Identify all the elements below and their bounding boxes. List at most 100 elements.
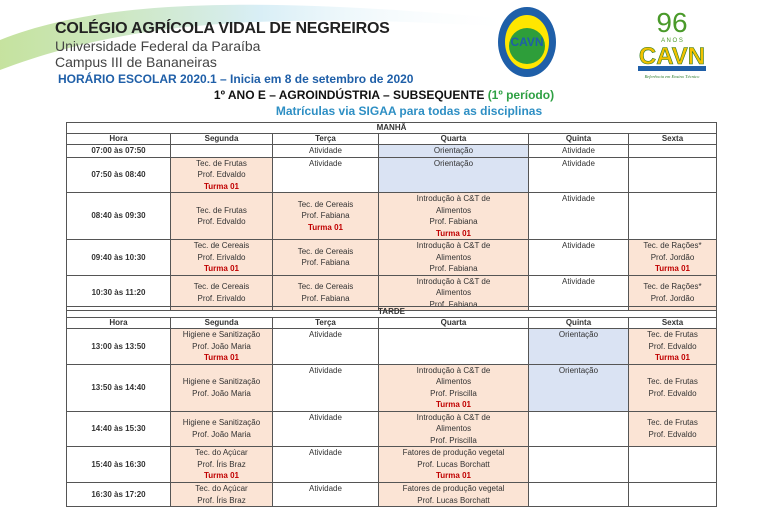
class-cell: Introdução à C&T de Alimentos Prof. Fabian… (378, 239, 529, 276)
empty-cell (628, 192, 717, 240)
cell-line: Prof. Fabiana (301, 258, 350, 268)
column-header-row: Hora Segunda Terça Quarta Quinta Sexta (66, 133, 717, 145)
subject-name: Orientação (433, 158, 474, 168)
cell-line: Prof. Erivaldo (197, 293, 246, 303)
empty-cell (170, 144, 273, 158)
empty-cell (628, 144, 717, 158)
subject-name: Higiene e Sanitização (182, 330, 261, 339)
subject-name: Tec. de Frutas (196, 158, 247, 168)
class-cell: Tec. de Frutas Prof. Edvaldo (628, 363, 717, 412)
class-cell: Atividade (272, 482, 379, 507)
subject-name: Tec. de Cereais (297, 199, 354, 209)
table-row: 13:00 às 13:50 Higiene e Sanitização Prof.… (66, 328, 717, 365)
svg-text:96: 96 (656, 7, 687, 38)
column-header: Segunda (170, 317, 273, 329)
class-cell: Atividade (528, 156, 629, 193)
section-header-row: TARDE (66, 306, 717, 318)
empty-cell (628, 156, 717, 193)
schedule-title: HORÁRIO ESCOLAR 2020.1 – Inicia em 8 de … (58, 72, 414, 86)
class-cell: Orientação (528, 328, 629, 365)
subject-name: Atividade (309, 448, 342, 457)
class-cell: Tec. de Cereais Prof. Fabiana (272, 274, 379, 311)
cell-line: Prof. Fabiana (429, 217, 478, 226)
subject-name: Atividade (309, 158, 342, 168)
empty-cell (528, 446, 629, 483)
column-header: Segunda (170, 133, 273, 145)
subject-name: Fatores de produção vegetal (402, 448, 505, 458)
time-slot: 09:40 às 10:30 (66, 239, 171, 276)
subject-name: Atividade (562, 276, 595, 286)
table-row: 13:50 às 14:40 Higiene e Sanitização Prof.… (66, 363, 717, 412)
class-cell: Atividade (272, 446, 379, 483)
class-cell: Atividade (528, 274, 629, 311)
class-cell: Atividade (272, 363, 379, 412)
turma-label: Turma 01 (436, 471, 471, 481)
time-slot: 07:00 às 07:50 (66, 144, 171, 158)
class-cell: Tec. de Frutas Prof. Edvaldo (170, 192, 273, 240)
section-header-row: MANHÃ (66, 122, 717, 134)
subject-name: Tec. de Rações* (643, 241, 702, 250)
empty-cell (528, 410, 629, 447)
empty-cell (378, 328, 529, 365)
class-cell: Introdução à C&T de Alimentos Prof. Fabian… (378, 192, 529, 240)
subject-name: Atividade (562, 194, 595, 203)
cell-line: Prof. Priscilla (430, 435, 477, 445)
class-cell: Tec. de Cereais Prof. Erivaldo (170, 274, 273, 311)
subject-name: Tec. de Frutas (647, 377, 698, 386)
cell-line: Alimentos (435, 424, 472, 433)
cell-line: Alimentos (435, 377, 472, 386)
afternoon-schedule-table: TARDE Hora Segunda Terça Quarta Quinta Sexta 13… (66, 306, 717, 507)
school-name: COLÉGIO AGRÍCOLA VIDAL DE NEGREIROS (55, 20, 390, 37)
cell-line: Prof. João Maria (192, 341, 251, 351)
subject-name: Introdução à C&T de (416, 241, 491, 250)
subject-name: Orientação (558, 330, 599, 339)
time-slot: 10:30 às 11:20 (66, 274, 171, 311)
time-slot: 07:50 às 08:40 (66, 156, 171, 193)
cell-line: Prof. Íris Braz (197, 459, 246, 469)
turma-label: Turma 01 (204, 471, 239, 481)
class-cell: Tec. de Cereais Prof. Fabiana (272, 239, 379, 276)
subject-name: Fatores de produção vegetal (402, 484, 505, 493)
class-cell: Introdução à C&T de Alimentos Prof. Prisci… (378, 363, 529, 412)
class-cell: Tec. de Cereais Prof. Fabiana Turma 01 (272, 192, 379, 240)
class-cell: Tec. de Frutas Prof. Edvaldo Turma 01 (170, 156, 273, 193)
subject-name: Atividade (309, 146, 342, 155)
column-header: Hora (66, 133, 171, 145)
cell-line: Alimentos (435, 205, 472, 215)
turma-label: Turma 01 (655, 353, 690, 362)
university-name: Universidade Federal da Paraíba (55, 38, 261, 54)
cell-line: Prof. Edvaldo (648, 388, 697, 398)
subject-name: Introdução à C&T de (416, 276, 491, 286)
cell-line: Alimentos (435, 252, 472, 262)
class-cell: Introdução à C&T de Alimentos Prof. Prisci… (378, 410, 529, 447)
section-title: TARDE (66, 306, 717, 318)
class-cell: Atividade (528, 239, 629, 276)
empty-cell (528, 482, 629, 507)
subject-name: Introdução à C&T de (416, 194, 491, 203)
class-cell: Atividade (272, 156, 379, 193)
table-row: 14:40 às 15:30 Higiene e Sanitização Prof.… (66, 410, 717, 447)
period-label: (1º período) (487, 88, 555, 102)
campus-name: Campus III de Bananeiras (55, 54, 217, 70)
cavn-96-anos-logo: 96 A N O S CAVN Referência em Ensino Téc… (638, 7, 706, 79)
cell-line: Prof. Edvaldo (648, 429, 697, 439)
time-slot: 13:00 às 13:50 (66, 328, 171, 365)
table-row: 16:30 às 17:20 Tec. do Açúcar Prof. Íris B… (66, 482, 717, 507)
enrollment-note: Matrículas via SIGAA para todas as disci… (275, 104, 543, 118)
class-cell: Tec. de Rações* Prof. Jordão (628, 274, 717, 311)
morning-schedule-table: MANHÃ Hora Segunda Terça Quarta Quinta Sexta 07… (66, 122, 717, 311)
cell-line: Prof. Priscilla (430, 388, 477, 398)
subject-name: Higiene e Sanitização (182, 418, 261, 428)
subject-name: Tec. de Cereais (297, 246, 354, 256)
section-title: MANHÃ (66, 122, 717, 134)
cell-line: Prof. João Maria (192, 429, 251, 439)
column-header: Terça (272, 317, 379, 329)
class-cell: Atividade (272, 410, 379, 447)
column-header: Quinta (528, 317, 629, 329)
table-row: 07:50 às 08:40 Tec. de Frutas Prof. Edvald… (66, 156, 717, 193)
table-row: 09:40 às 10:30 Tec. de Cereais Prof. Eriva… (66, 239, 717, 276)
svg-text:CAVN: CAVN (639, 43, 705, 70)
subject-name: Tec. de Cereais (297, 282, 354, 292)
turma-label: Turma 01 (308, 222, 343, 232)
class-cell: Tec. de Cereais Prof. Erivaldo Turma 01 (170, 239, 273, 276)
